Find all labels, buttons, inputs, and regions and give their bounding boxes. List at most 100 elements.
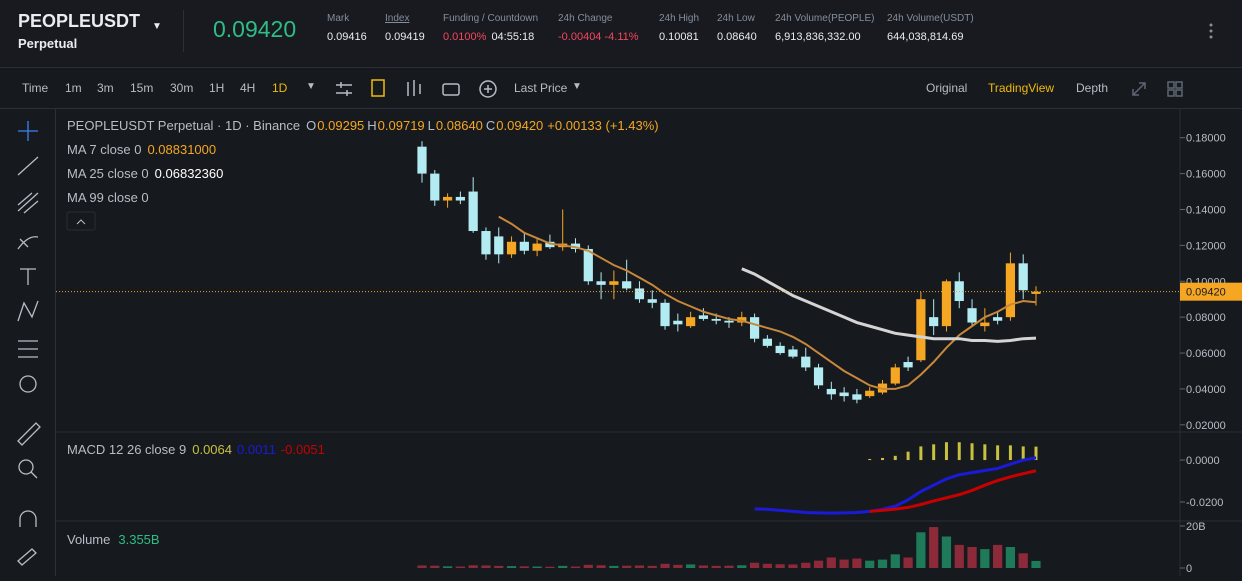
volume-bar	[865, 560, 875, 568]
legend-text: 0.09420	[496, 118, 543, 133]
chart: 0.020000.040000.060000.080000.100000.120…	[56, 109, 1242, 576]
interval[interactable]: 1H	[209, 81, 225, 95]
macd-hist-bar	[983, 444, 987, 461]
legend-text: 3.355B	[118, 532, 159, 547]
candle-body	[852, 394, 862, 400]
chart-type-icon[interactable]	[407, 80, 421, 96]
stat-label: 24h High	[659, 13, 700, 24]
macd-hist-bar	[932, 444, 936, 461]
candle-body	[826, 388, 836, 395]
trend-line-tool[interactable]	[17, 156, 39, 176]
price-type[interactable]: Last Price	[514, 81, 568, 95]
stat-value: 644,038,814.69	[887, 31, 974, 43]
stat-value: 0.10081	[659, 31, 699, 43]
candle-body	[673, 320, 683, 325]
macd-hist-bar	[1021, 446, 1025, 461]
symbol-dropdown[interactable]: ▼	[152, 21, 162, 32]
interval-dropdown[interactable]: ▼	[306, 81, 316, 92]
legend-text: L	[428, 118, 435, 133]
volume-bar	[481, 565, 491, 568]
view-tab[interactable]: Original	[926, 81, 968, 95]
stat: 24h Volume(USDT) 644,038,814.69	[887, 13, 974, 43]
legend-text: 0.06832360	[155, 166, 224, 181]
legend-text: +0.00133 (+1.43%)	[547, 118, 658, 133]
magnet-tool[interactable]	[19, 510, 37, 527]
more-menu[interactable]	[1206, 22, 1216, 40]
candle-body	[1005, 263, 1016, 318]
candle-body	[698, 315, 709, 319]
stat-label: Index	[385, 13, 410, 24]
stat-value: 0.09416	[327, 31, 367, 43]
candle-body	[417, 146, 427, 174]
interval[interactable]: 15m	[130, 81, 154, 95]
indicator-icon[interactable]	[371, 79, 385, 97]
emoji-tool[interactable]	[19, 375, 37, 393]
pattern-tool[interactable]	[17, 300, 39, 322]
price-tick-label: 0.18000	[1186, 133, 1226, 145]
interval[interactable]: 30m	[170, 81, 194, 95]
stat: 24h Change -0.00404 -4.11%	[558, 13, 639, 43]
macd-hist-bar	[970, 443, 974, 461]
settings-icon[interactable]	[336, 82, 352, 96]
text-tool[interactable]	[20, 268, 36, 285]
candle-body	[967, 308, 977, 323]
price-tick-label: 0.04000	[1186, 384, 1226, 396]
zoom-tool[interactable]	[18, 459, 34, 475]
stat-value: -0.00404 -4.11%	[558, 31, 639, 43]
add-icon[interactable]	[479, 80, 497, 98]
candle-body	[506, 241, 517, 255]
brush-tool[interactable]	[17, 236, 39, 250]
stat-value: 0.09419	[385, 31, 425, 43]
macd-hist-bar	[893, 455, 897, 461]
projection-tool[interactable]	[18, 340, 38, 358]
header-bar: PEOPLEUSDT ▼ Perpetual 0.09420 Mark 0.094…	[0, 0, 1242, 68]
fullscreen-icon[interactable]	[1132, 82, 1146, 96]
volume-bar	[506, 566, 517, 568]
stat-value: 0.08640	[717, 31, 757, 43]
candle-body	[583, 248, 593, 282]
stat: Mark 0.09416	[327, 13, 367, 43]
view-tab[interactable]: TradingView	[988, 81, 1055, 95]
volume-bar	[852, 558, 862, 568]
legend-text: H	[367, 118, 376, 133]
time-label[interactable]: Time	[22, 81, 49, 95]
price-type-dropdown[interactable]: ▼	[572, 81, 582, 92]
fib-tool[interactable]	[17, 192, 39, 214]
macd-hist-bar	[944, 442, 948, 461]
macd-tick-label: -0.0200	[1186, 497, 1223, 509]
ma-line	[741, 267, 1037, 343]
stat-label: Funding / Countdown	[443, 13, 539, 24]
candle-body	[647, 299, 657, 303]
contract: Perpetual	[18, 36, 78, 51]
last-price-tag	[1180, 282, 1242, 301]
interval[interactable]: 1D	[272, 81, 288, 95]
stat: 24h Low 0.08640	[717, 13, 757, 43]
volume-bar	[596, 565, 606, 568]
stat-label: 24h Volume(USDT)	[887, 13, 974, 24]
ruler-tool[interactable]	[17, 422, 41, 446]
candle-body	[993, 317, 1003, 321]
layout-icon[interactable]	[1167, 81, 1175, 89]
stat: Funding / Countdown 0.0100% 04:55:18	[443, 13, 538, 43]
volume-bar	[417, 565, 427, 568]
lock-tool[interactable]	[17, 548, 37, 566]
stat-value: 04:55:18	[491, 31, 535, 43]
symbol[interactable]: PEOPLEUSDT	[18, 11, 141, 31]
interval[interactable]: 4H	[240, 81, 256, 95]
crosshair-tool[interactable]	[18, 121, 38, 141]
candle-body	[609, 281, 619, 285]
candle-body	[890, 367, 900, 384]
candle-body	[430, 173, 440, 201]
last-price: 0.09420	[213, 16, 297, 42]
interval[interactable]: 3m	[97, 81, 114, 95]
stat-value: 0.10081	[659, 31, 699, 43]
legend-text: 0.09295	[317, 118, 364, 133]
volume-bar	[1031, 560, 1041, 568]
stat-label: 24h Change	[558, 13, 613, 24]
volume-bar	[954, 544, 964, 568]
interval[interactable]: 1m	[65, 81, 82, 95]
camera-icon[interactable]	[442, 83, 460, 96]
candle-body	[455, 196, 465, 201]
view-tab[interactable]: Depth	[1076, 81, 1109, 95]
candle-body	[954, 281, 964, 302]
